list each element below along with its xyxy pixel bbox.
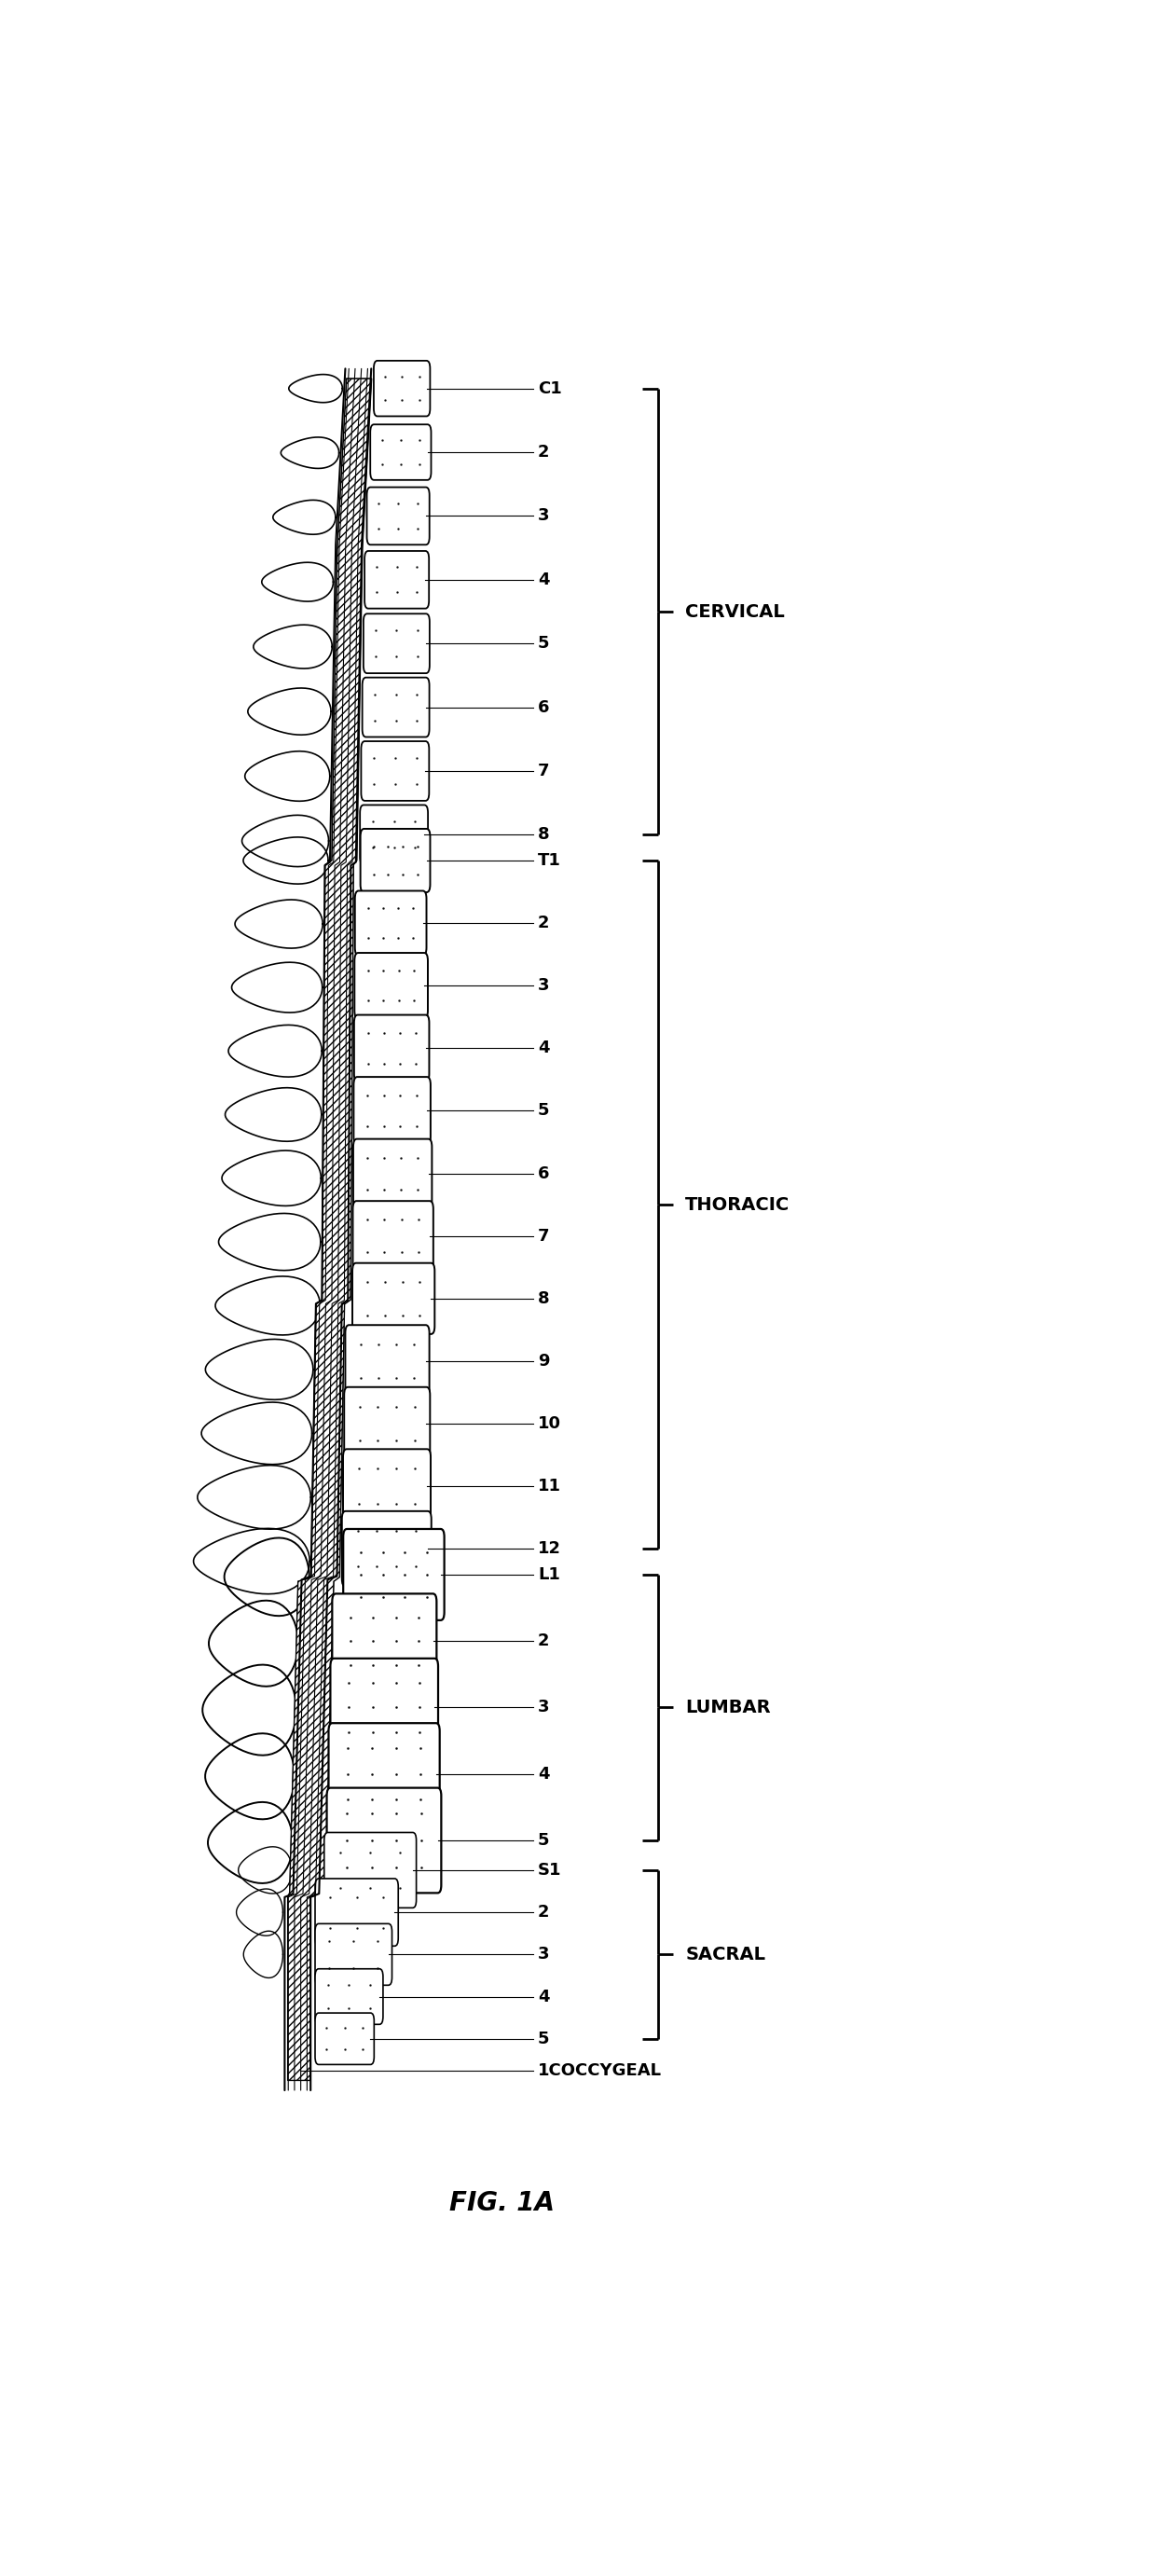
Text: 7: 7 [538, 1229, 549, 1244]
Text: LUMBAR: LUMBAR [685, 1698, 771, 1716]
Text: 10: 10 [538, 1414, 561, 1432]
Text: 3: 3 [538, 1700, 549, 1716]
Text: 5: 5 [538, 1832, 549, 1850]
Polygon shape [280, 438, 339, 469]
Polygon shape [194, 1528, 309, 1595]
FancyBboxPatch shape [353, 1077, 430, 1144]
FancyBboxPatch shape [360, 829, 430, 891]
FancyBboxPatch shape [353, 1200, 433, 1270]
Text: C1: C1 [538, 381, 562, 397]
Polygon shape [203, 1664, 297, 1754]
FancyBboxPatch shape [315, 1924, 392, 1986]
Polygon shape [237, 1888, 283, 1935]
Polygon shape [205, 1734, 294, 1819]
FancyBboxPatch shape [360, 804, 428, 866]
Polygon shape [235, 899, 323, 948]
FancyBboxPatch shape [354, 953, 428, 1018]
Polygon shape [197, 1466, 310, 1530]
FancyBboxPatch shape [329, 1723, 440, 1824]
Text: 6: 6 [538, 1164, 549, 1182]
FancyBboxPatch shape [353, 1139, 432, 1208]
FancyBboxPatch shape [352, 1262, 435, 1334]
Polygon shape [248, 688, 331, 734]
Polygon shape [208, 1803, 293, 1883]
FancyBboxPatch shape [315, 1968, 383, 2025]
Text: 5: 5 [538, 2030, 549, 2048]
Text: 5: 5 [538, 636, 549, 652]
FancyBboxPatch shape [315, 2012, 374, 2063]
Text: 8: 8 [538, 827, 549, 842]
FancyBboxPatch shape [345, 1324, 429, 1396]
Polygon shape [218, 1213, 321, 1270]
Text: 4: 4 [538, 1041, 549, 1056]
Text: 5: 5 [538, 1103, 549, 1118]
FancyBboxPatch shape [332, 1595, 436, 1687]
Polygon shape [222, 1151, 321, 1206]
Polygon shape [216, 1275, 320, 1334]
Text: 8: 8 [538, 1291, 549, 1306]
Polygon shape [225, 1087, 322, 1141]
FancyBboxPatch shape [344, 1386, 430, 1461]
Text: 12: 12 [538, 1540, 561, 1558]
Text: FIG. 1A: FIG. 1A [449, 2190, 555, 2215]
Polygon shape [273, 500, 336, 533]
FancyBboxPatch shape [355, 891, 427, 956]
Polygon shape [245, 752, 330, 801]
FancyBboxPatch shape [367, 487, 429, 544]
FancyBboxPatch shape [362, 677, 429, 737]
FancyBboxPatch shape [343, 1530, 444, 1620]
FancyBboxPatch shape [327, 1788, 441, 1893]
Text: 4: 4 [538, 1765, 549, 1783]
Text: 9: 9 [538, 1352, 549, 1370]
FancyBboxPatch shape [365, 551, 429, 608]
Polygon shape [287, 379, 372, 2081]
Text: 3: 3 [538, 1945, 549, 1963]
Text: 2: 2 [538, 1904, 549, 1922]
Polygon shape [232, 963, 322, 1012]
Text: 7: 7 [538, 762, 549, 781]
Polygon shape [228, 1025, 322, 1077]
FancyBboxPatch shape [361, 742, 429, 801]
Text: 2: 2 [538, 1633, 549, 1649]
Polygon shape [288, 374, 343, 402]
Text: 6: 6 [538, 698, 549, 716]
Text: THORACIC: THORACIC [685, 1195, 790, 1213]
Text: L1: L1 [538, 1566, 560, 1584]
Text: 11: 11 [538, 1479, 561, 1494]
FancyBboxPatch shape [315, 1878, 398, 1945]
Text: 3: 3 [538, 507, 549, 526]
Text: 2: 2 [538, 443, 549, 461]
Polygon shape [205, 1340, 313, 1399]
Polygon shape [209, 1600, 298, 1687]
Text: CERVICAL: CERVICAL [685, 603, 785, 621]
Polygon shape [243, 1932, 283, 1978]
FancyBboxPatch shape [364, 613, 429, 672]
Text: 2: 2 [538, 914, 549, 933]
Text: 3: 3 [538, 976, 549, 994]
Text: 1COCCYGEAL: 1COCCYGEAL [538, 2063, 661, 2079]
FancyBboxPatch shape [342, 1512, 432, 1587]
Text: 4: 4 [538, 572, 549, 587]
Text: SACRAL: SACRAL [685, 1945, 765, 1963]
FancyBboxPatch shape [354, 1015, 429, 1082]
FancyBboxPatch shape [330, 1659, 439, 1757]
FancyBboxPatch shape [343, 1450, 430, 1522]
Polygon shape [254, 626, 332, 670]
Polygon shape [243, 837, 328, 884]
FancyBboxPatch shape [374, 361, 430, 417]
Polygon shape [242, 814, 329, 866]
Polygon shape [202, 1401, 312, 1463]
Polygon shape [224, 1538, 309, 1615]
FancyBboxPatch shape [324, 1832, 417, 1909]
Text: S1: S1 [538, 1862, 562, 1878]
FancyBboxPatch shape [370, 425, 432, 479]
Text: T1: T1 [538, 853, 561, 868]
Text: 4: 4 [538, 1989, 549, 2004]
Polygon shape [262, 562, 334, 600]
Polygon shape [239, 1847, 292, 1893]
